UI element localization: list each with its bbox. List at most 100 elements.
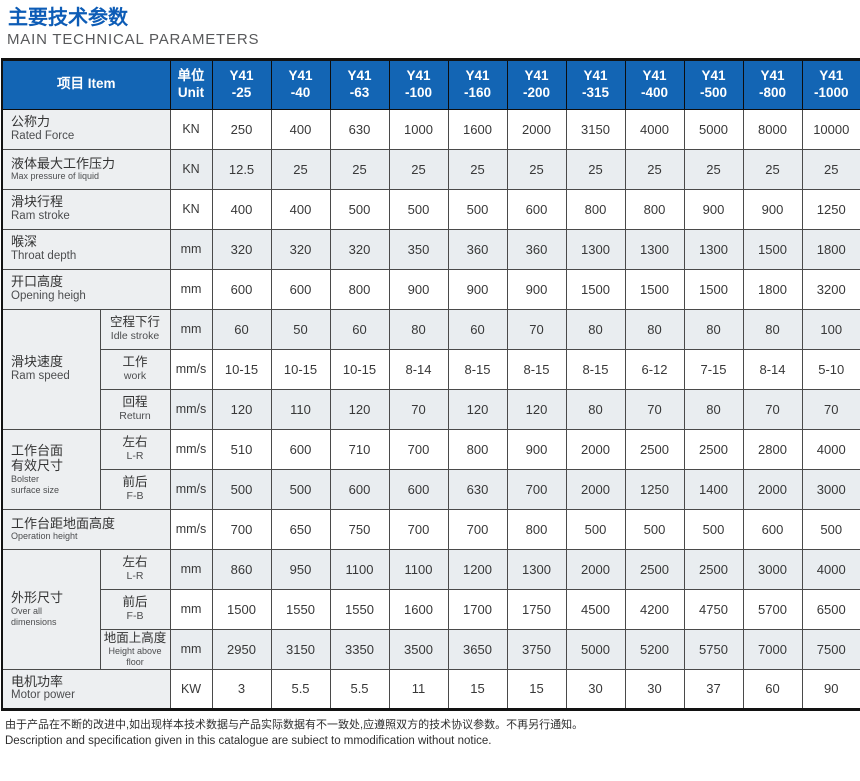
value-cell: 120 — [447, 388, 508, 430]
value-cell: 5000 — [565, 628, 626, 670]
value-cell: 11 — [388, 668, 449, 710]
item-label-en: Rated Force — [11, 129, 75, 142]
model-suffix: -160 — [464, 84, 492, 100]
value-cell: 700 — [506, 468, 567, 510]
value-cell: 4500 — [565, 588, 626, 630]
item-label-cn: 电机功率 — [11, 673, 64, 689]
table-head: 项目 Item 单位 Unit Y41 -25 Y41 -40 Y41 -63 Y41 -100 Y4… — [1, 58, 860, 110]
value-cell: 3000 — [801, 468, 860, 510]
group-label-cell: 工作台面 有效尺寸 Bolster surface size — [1, 428, 101, 510]
value-cell: 1500 — [624, 268, 685, 310]
value-cell: 70 — [624, 388, 685, 430]
value-cell: 600 — [211, 268, 272, 310]
item-label-cell: 公称力 Rated Force — [1, 108, 171, 150]
value-cell: 4000 — [801, 548, 860, 590]
value-cell: 900 — [506, 428, 567, 470]
sub-label-cn: 空程下行 — [110, 315, 161, 330]
model-suffix: -400 — [641, 84, 669, 100]
value-cell: 5.5 — [270, 668, 331, 710]
table-row: 开口高度 Opening heigh mm 600 600 800 900 900 900 150… — [1, 268, 860, 310]
value-cell: 1500 — [742, 228, 803, 270]
value-cell: 10-15 — [211, 348, 272, 390]
model-header-Y41-100: Y41 -100 — [388, 58, 449, 110]
value-cell: 500 — [211, 468, 272, 510]
value-cell: 7000 — [742, 628, 803, 670]
value-cell: 2500 — [624, 428, 685, 470]
value-cell: 5-10 — [801, 348, 860, 390]
value-cell: 5200 — [624, 628, 685, 670]
model-prefix: Y41 — [347, 67, 372, 83]
item-label-cn: 液体最大工作压力 — [11, 155, 116, 171]
model-prefix: Y41 — [229, 67, 254, 83]
value-cell: 60 — [742, 668, 803, 710]
value-cell: 900 — [683, 188, 744, 230]
sub-label-en: L-R — [126, 570, 144, 583]
value-cell: 500 — [329, 188, 390, 230]
table-row: 液体最大工作压力 Max pressure of liquid KN 12.5 25 25… — [1, 148, 860, 190]
value-cell: 80 — [683, 388, 744, 430]
value-cell: 2000 — [565, 548, 626, 590]
model-suffix: -200 — [523, 84, 551, 100]
sub-label-cell: 空程下行 Idle stroke — [99, 308, 171, 350]
table-row: 滑块速度 Ram speed 空程下行 Idle stroke mm 60 50 60 80 60… — [1, 308, 860, 430]
item-label-en: Max pressure of liquid — [11, 171, 100, 182]
value-cell: 900 — [447, 268, 508, 310]
value-cell: 500 — [447, 188, 508, 230]
group-label-en: Bolster surface size — [11, 473, 60, 495]
item-label-cn: 喉深 — [11, 234, 38, 250]
sub-label-cn: 左右 — [122, 435, 148, 450]
model-header-Y41-200: Y41 -200 — [506, 58, 567, 110]
value-cell: 80 — [388, 308, 449, 350]
parameters-table: 项目 Item 单位 Unit Y41 -25 Y41 -40 Y41 -63 Y41 -100 Y4… — [1, 57, 860, 711]
group-label-cn: 外形尺寸 — [11, 590, 64, 606]
value-cell: 25 — [388, 148, 449, 190]
unit-cell: KW — [169, 668, 213, 710]
value-cell: 1000 — [388, 108, 449, 150]
table-row: 工作台面 有效尺寸 Bolster surface size 左右 L-R mm/s 51… — [1, 428, 860, 510]
value-cell: 3000 — [742, 548, 803, 590]
value-cell: 1200 — [447, 548, 508, 590]
value-cell: 350 — [388, 228, 449, 270]
model-prefix: Y41 — [819, 67, 844, 83]
value-cell: 2500 — [624, 548, 685, 590]
item-label-en: Throat depth — [11, 249, 77, 262]
table-row: 滑块行程 Ram stroke KN 400 400 500 500 500 600 800 800… — [1, 188, 860, 230]
value-cell: 4000 — [624, 108, 685, 150]
value-cell: 10-15 — [329, 348, 390, 390]
value-cell: 500 — [801, 508, 860, 550]
value-cell: 1550 — [270, 588, 331, 630]
value-cell: 10-15 — [270, 348, 331, 390]
table-header-unit: 单位 Unit — [169, 58, 213, 110]
sub-label-cn: 前后 — [122, 475, 148, 490]
value-cell: 120 — [329, 388, 390, 430]
sub-label-en: F-B — [126, 490, 144, 503]
model-header-Y41-40: Y41 -40 — [270, 58, 331, 110]
value-cell: 3350 — [329, 628, 390, 670]
value-cell: 8-14 — [388, 348, 449, 390]
group-label-cn: 工作台面 有效尺寸 — [11, 442, 64, 474]
value-cell: 1250 — [801, 188, 860, 230]
model-header-Y41-315: Y41 -315 — [565, 58, 626, 110]
model-suffix: -63 — [349, 84, 370, 100]
value-cell: 90 — [801, 668, 860, 710]
model-suffix: -40 — [290, 84, 311, 100]
value-cell: 3 — [211, 668, 272, 710]
value-cell: 15 — [447, 668, 508, 710]
value-cell: 500 — [565, 508, 626, 550]
model-prefix: Y41 — [760, 67, 785, 83]
unit-cell: mm — [169, 548, 213, 590]
table-row: 地面上高度 Height above floor mm 2950 3150 3350 350… — [2, 628, 860, 670]
value-cell: 6500 — [801, 588, 860, 630]
model-header-Y41-1000: Y41 -1000 — [801, 58, 860, 110]
item-label-cn: 公称力 — [11, 114, 51, 130]
model-suffix: -100 — [405, 84, 433, 100]
catalogue-page: 主要技术参数 MAIN TECHNICAL PARAMETERS 项目 Item… — [0, 7, 860, 781]
value-cell: 110 — [270, 388, 331, 430]
table-row: 前后 F-B mm 1500 1550 1550 1600 1700 1750 4500 4200 4… — [2, 588, 860, 630]
item-label-cn: 滑块行程 — [11, 194, 64, 210]
value-cell: 800 — [329, 268, 390, 310]
value-cell: 5750 — [683, 628, 744, 670]
model-suffix: -500 — [700, 84, 728, 100]
unit-header-cn: 单位 — [177, 67, 205, 83]
sub-label-cn: 前后 — [122, 595, 148, 610]
